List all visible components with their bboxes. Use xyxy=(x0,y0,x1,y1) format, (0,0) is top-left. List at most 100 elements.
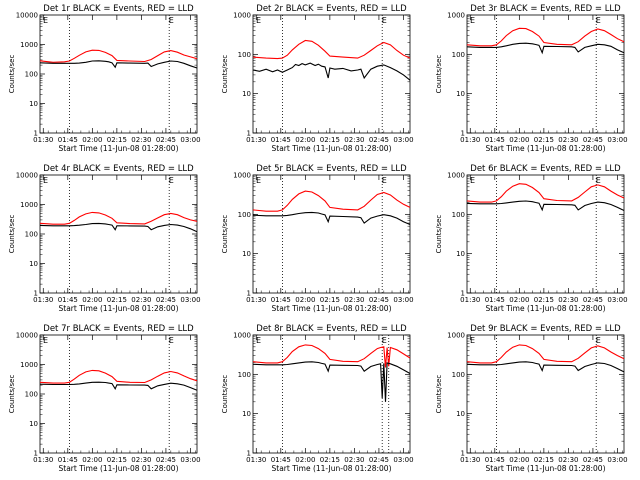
x-tick-label: 01:45 xyxy=(271,296,291,304)
series-line-events xyxy=(39,222,198,233)
plot-frame xyxy=(252,174,411,294)
y-tick-label: 10 xyxy=(29,260,38,268)
x-tick-label: 02:00 xyxy=(509,456,529,464)
x-tick-label: 01:45 xyxy=(485,136,505,144)
x-tick-label: 02:15 xyxy=(320,136,340,144)
chart-panel-9: Det 9r BLACK = Events, RED = LLD E E 1 10 100… xyxy=(435,324,628,473)
y-axis-label: Counts/sec xyxy=(8,375,16,414)
corner-label-right: E xyxy=(596,336,601,345)
x-tick-label: 03:00 xyxy=(180,296,200,304)
series-line-lld xyxy=(466,183,625,203)
x-tick-label: 02:45 xyxy=(156,136,176,144)
y-tick-label: 1 xyxy=(34,290,38,298)
series-line-events xyxy=(466,361,625,373)
x-tick-label: 02:30 xyxy=(344,296,364,304)
plot-frame xyxy=(252,14,411,134)
x-tick-label: 01:30 xyxy=(246,456,266,464)
plot-frame xyxy=(252,334,411,454)
x-tick-label: 01:30 xyxy=(33,456,53,464)
y-tick-label: 1 xyxy=(247,130,251,138)
corner-label-right: E xyxy=(169,336,174,345)
chart-panel-3: Det 3r BLACK = Events, RED = LLD E E 1 10 100… xyxy=(435,4,628,153)
y-axis-label: Counts/sec xyxy=(8,55,16,94)
x-tick-label: 02:15 xyxy=(534,456,554,464)
x-tick-label: 02:30 xyxy=(131,456,151,464)
y-axis-label: Counts/sec xyxy=(435,375,443,414)
chart-title: Det 5r BLACK = Events, RED = LLD xyxy=(256,164,407,174)
chart-panel-6: Det 6r BLACK = Events, RED = LLD E E 1 10 100… xyxy=(435,164,628,313)
chart-title: Det 7r BLACK = Events, RED = LLD xyxy=(43,324,194,334)
chart-title: Det 8r BLACK = Events, RED = LLD xyxy=(256,324,407,334)
y-tick-label: 100 xyxy=(25,391,38,399)
x-tick-label: 02:00 xyxy=(295,136,315,144)
series-line-events xyxy=(466,200,625,212)
y-tick-label: 100 xyxy=(238,371,251,379)
y-tick-label: 10 xyxy=(242,250,251,258)
y-tick-label: 1000 xyxy=(20,201,38,209)
y-axis-label: Counts/sec xyxy=(435,55,443,94)
x-tick-label: 01:45 xyxy=(58,136,78,144)
y-axis-label: Counts/sec xyxy=(221,215,229,254)
y-tick-label: 1000 xyxy=(233,172,251,180)
chart-title: Det 4r BLACK = Events, RED = LLD xyxy=(43,164,194,174)
corner-label-right: E xyxy=(382,336,387,345)
corner-label-right: E xyxy=(382,176,387,185)
y-axis-label: Counts/sec xyxy=(221,375,229,414)
x-axis-label: Start Time (11-Jun-08 01:28:00) xyxy=(486,144,606,153)
chart-panel-8: Det 8r BLACK = Events, RED = LLD E E 1 10 100… xyxy=(221,324,414,473)
x-tick-label: 03:00 xyxy=(607,136,627,144)
corner-label-right: E xyxy=(169,16,174,25)
x-axis-label: Start Time (11-Jun-08 01:28:00) xyxy=(59,144,179,153)
corner-label-left: E xyxy=(470,176,475,185)
x-tick-label: 02:45 xyxy=(156,296,176,304)
y-tick-label: 1 xyxy=(461,290,465,298)
x-tick-label: 02:45 xyxy=(583,136,603,144)
corner-label-left: E xyxy=(470,16,475,25)
chart-panel-1: Det 1r BLACK = Events, RED = LLD E E 1 10 100… xyxy=(8,4,201,153)
corner-label-left: E xyxy=(43,176,48,185)
y-axis-label: Counts/sec xyxy=(221,55,229,94)
plot-frame xyxy=(466,14,625,134)
corner-label-left: E xyxy=(43,16,48,25)
series-line-lld xyxy=(252,190,411,212)
x-tick-label: 01:30 xyxy=(460,456,480,464)
x-tick-label: 03:00 xyxy=(607,296,627,304)
x-tick-label: 03:00 xyxy=(393,296,413,304)
x-tick-label: 02:45 xyxy=(583,296,603,304)
x-axis-label: Start Time (11-Jun-08 01:28:00) xyxy=(272,144,392,153)
plot-frame xyxy=(39,174,198,294)
x-tick-label: 02:00 xyxy=(82,136,102,144)
x-tick-label: 01:45 xyxy=(485,296,505,304)
corner-label-left: E xyxy=(256,176,261,185)
x-tick-label: 01:45 xyxy=(271,136,291,144)
y-tick-label: 10 xyxy=(456,250,465,258)
corner-label-right: E xyxy=(382,16,387,25)
x-tick-label: 02:15 xyxy=(107,136,127,144)
x-tick-label: 01:45 xyxy=(58,296,78,304)
y-tick-label: 10000 xyxy=(16,12,38,20)
y-tick-label: 10 xyxy=(242,90,251,98)
corner-label-right: E xyxy=(169,176,174,185)
y-tick-label: 100 xyxy=(25,71,38,79)
series-line-events xyxy=(252,211,411,226)
y-tick-label: 100 xyxy=(452,371,465,379)
y-tick-label: 1 xyxy=(461,450,465,458)
chart-title: Det 2r BLACK = Events, RED = LLD xyxy=(256,4,407,14)
x-tick-label: 02:30 xyxy=(558,136,578,144)
x-tick-label: 02:00 xyxy=(509,296,529,304)
chart-title: Det 1r BLACK = Events, RED = LLD xyxy=(43,4,194,14)
plot-frame xyxy=(39,334,198,454)
chart-panel-7: Det 7r BLACK = Events, RED = LLD E E 1 10 100… xyxy=(8,324,201,473)
y-tick-label: 100 xyxy=(25,231,38,239)
x-axis-label: Start Time (11-Jun-08 01:28:00) xyxy=(59,464,179,473)
x-tick-label: 02:30 xyxy=(344,456,364,464)
series-line-events xyxy=(39,381,198,391)
chart-title: Det 6r BLACK = Events, RED = LLD xyxy=(470,164,621,174)
series-line-events xyxy=(39,60,198,69)
x-tick-label: 02:00 xyxy=(295,456,315,464)
x-axis-label: Start Time (11-Jun-08 01:28:00) xyxy=(272,464,392,473)
series-line-lld xyxy=(39,369,198,384)
x-tick-label: 02:45 xyxy=(369,456,389,464)
x-axis-label: Start Time (11-Jun-08 01:28:00) xyxy=(486,464,606,473)
